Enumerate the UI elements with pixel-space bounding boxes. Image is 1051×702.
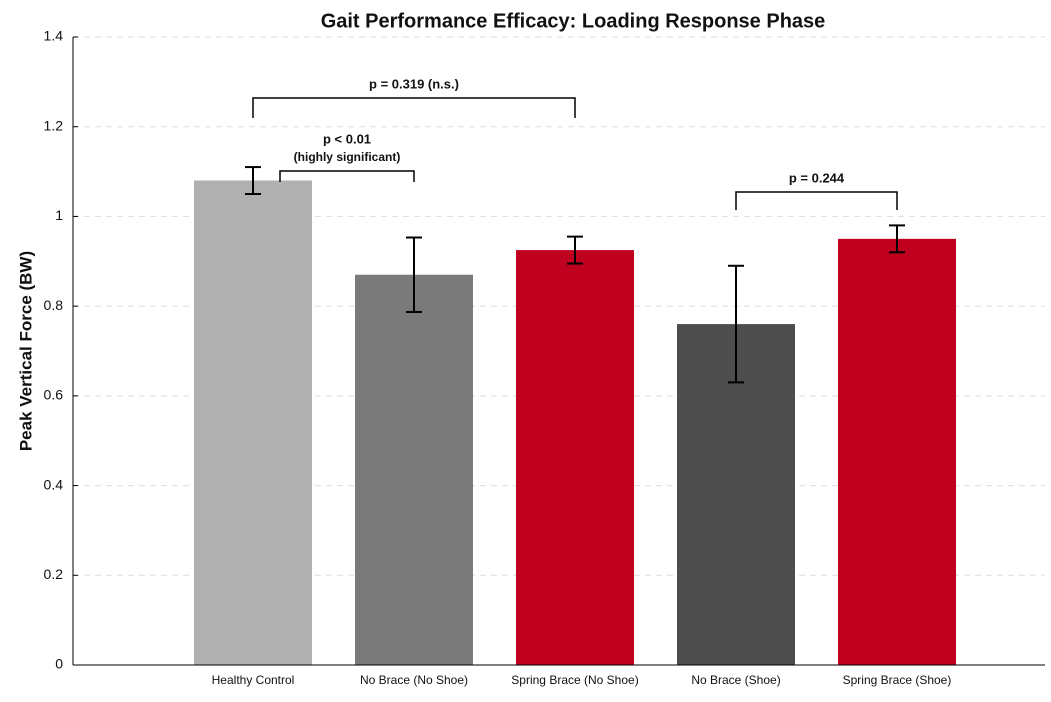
x-tick-label: No Brace (Shoe) bbox=[691, 673, 780, 687]
bar bbox=[194, 180, 312, 666]
y-tick-label: 0 bbox=[55, 656, 63, 672]
x-tick-label: No Brace (No Shoe) bbox=[360, 673, 468, 687]
significance-label: p = 0.244 bbox=[789, 170, 845, 185]
x-tick-label: Healthy Control bbox=[212, 673, 295, 687]
bar bbox=[355, 274, 473, 665]
bar bbox=[838, 238, 956, 665]
significance-label: (highly significant) bbox=[294, 150, 401, 164]
significance-label: p = 0.319 (n.s.) bbox=[369, 76, 459, 91]
bar bbox=[516, 250, 634, 666]
significance-bracket bbox=[252, 97, 576, 118]
y-tick-label: 1.2 bbox=[44, 117, 64, 133]
y-tick-label: 0.2 bbox=[44, 566, 64, 582]
significance-label: p < 0.01 bbox=[323, 131, 371, 146]
x-tick-label: Spring Brace (Shoe) bbox=[843, 673, 952, 687]
y-tick-label: 0.4 bbox=[44, 476, 64, 492]
y-tick-label: 1.4 bbox=[44, 28, 64, 44]
y-tick-label: 0.8 bbox=[44, 297, 64, 313]
y-tick-label: 0.6 bbox=[44, 387, 64, 403]
x-tick-label: Spring Brace (No Shoe) bbox=[511, 673, 638, 687]
chart-title: Gait Performance Efficacy: Loading Respo… bbox=[321, 10, 826, 32]
significance-bracket bbox=[279, 170, 415, 182]
y-axis-label: Peak Vertical Force (BW) bbox=[16, 251, 35, 451]
significance-bracket bbox=[735, 191, 898, 210]
y-tick-label: 1 bbox=[55, 207, 63, 223]
